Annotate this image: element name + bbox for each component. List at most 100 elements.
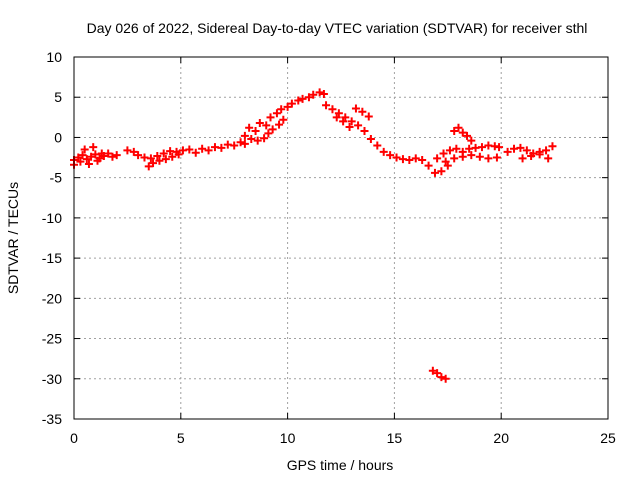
data-point <box>433 369 442 378</box>
data-points <box>70 88 557 383</box>
y-tick-label: -15 <box>42 250 62 266</box>
data-point <box>74 153 83 162</box>
data-point <box>134 151 143 160</box>
axis-ticks <box>73 56 609 420</box>
data-point <box>319 90 328 99</box>
data-point <box>174 150 183 159</box>
plot-frame <box>73 56 609 420</box>
y-tick-label: 10 <box>46 49 62 65</box>
data-point <box>443 161 452 170</box>
data-point <box>217 143 226 152</box>
data-point <box>97 149 106 158</box>
data-point <box>204 146 213 155</box>
data-point <box>322 101 331 110</box>
data-point <box>82 155 91 164</box>
series-arc-4b <box>332 104 373 131</box>
tick-labels: 0 5 10 15 20 25 10 5 0 -5 -10 -15 -20 -25 -30 -35 <box>42 49 616 446</box>
data-point <box>168 152 177 161</box>
series-arc-6b <box>518 150 553 163</box>
y-tick-label: -25 <box>42 331 62 347</box>
data-point <box>418 155 427 164</box>
grid <box>74 57 608 419</box>
data-point <box>445 146 454 155</box>
data-point <box>129 147 138 156</box>
data-point <box>441 374 450 383</box>
data-point <box>251 127 260 136</box>
data-point <box>328 105 337 114</box>
data-point <box>198 144 207 153</box>
y-tick-label: 5 <box>54 89 62 105</box>
data-point <box>339 117 348 126</box>
data-point <box>467 136 476 145</box>
data-point <box>80 145 89 154</box>
data-point <box>430 168 439 177</box>
data-point <box>542 146 551 155</box>
data-point <box>262 121 271 130</box>
series-arc-2b <box>144 150 183 171</box>
series-arc-1 <box>70 149 121 164</box>
x-tick-label: 20 <box>493 430 509 446</box>
data-point <box>236 138 245 147</box>
data-point <box>360 127 369 136</box>
data-point <box>358 107 367 116</box>
data-point <box>247 135 256 144</box>
y-axis-label: SDTVAR / TECUs <box>5 182 21 294</box>
data-point <box>108 152 117 161</box>
data-point <box>345 122 354 131</box>
data-point <box>495 143 504 152</box>
data-point <box>522 146 531 155</box>
x-tick-label: 10 <box>280 430 296 446</box>
data-point <box>153 151 162 160</box>
data-point <box>185 145 194 154</box>
data-point <box>424 161 433 170</box>
data-point <box>458 128 467 137</box>
data-point <box>439 149 448 158</box>
data-point <box>283 102 292 111</box>
y-tick-label: -5 <box>50 170 63 186</box>
x-axis-label: GPS time / hours <box>287 457 394 473</box>
data-point <box>366 135 375 144</box>
data-point <box>428 366 437 375</box>
chart-title: Day 026 of 2022, Sidereal Day-to-day VTE… <box>87 20 588 36</box>
data-point <box>484 154 493 163</box>
y-tick-label: -30 <box>42 371 62 387</box>
data-point <box>467 151 476 160</box>
data-point <box>112 151 121 160</box>
data-point <box>433 154 442 163</box>
data-point <box>78 151 87 160</box>
x-tick-label: 25 <box>600 430 616 446</box>
data-point <box>347 117 356 126</box>
data-point <box>527 151 536 160</box>
data-point <box>334 109 343 118</box>
data-point <box>450 154 459 163</box>
data-point <box>516 143 525 152</box>
data-point <box>441 157 450 166</box>
series-arc-4 <box>322 101 452 177</box>
data-point <box>492 153 501 162</box>
series-arc-7 <box>428 366 450 383</box>
data-point <box>268 125 277 134</box>
data-point <box>341 113 350 122</box>
series-arc-3b <box>247 115 288 145</box>
data-point <box>544 154 553 163</box>
data-point <box>454 123 463 132</box>
data-point <box>275 120 284 129</box>
x-tick-label: 5 <box>177 430 185 446</box>
series-arc-2 <box>123 138 249 163</box>
data-point <box>161 155 170 164</box>
data-point <box>294 96 303 105</box>
data-point <box>458 152 467 161</box>
series-arc-5 <box>433 141 504 163</box>
data-point <box>503 147 512 156</box>
data-point <box>149 159 158 168</box>
series-arc-5c <box>441 151 501 166</box>
data-point <box>351 104 360 113</box>
data-point <box>93 156 102 165</box>
y-tick-label: 0 <box>54 129 62 145</box>
y-tick-label: -10 <box>42 210 62 226</box>
data-point <box>87 152 96 161</box>
data-point <box>475 152 484 161</box>
data-point <box>437 373 446 382</box>
data-point <box>411 154 420 163</box>
